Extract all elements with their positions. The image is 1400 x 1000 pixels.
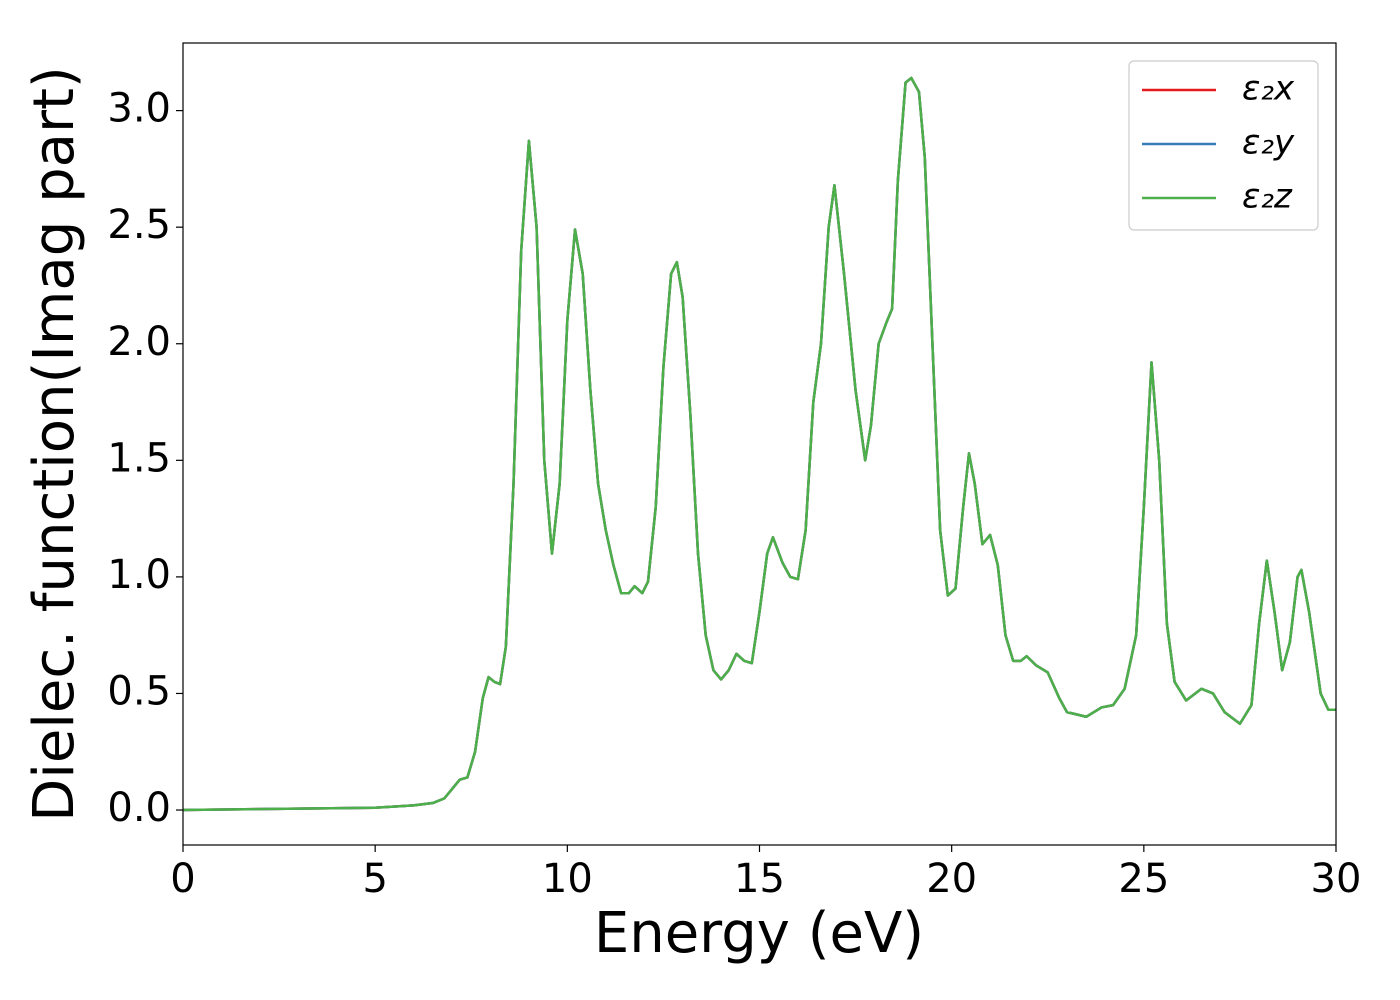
- legend-label: ε₂z: [1242, 177, 1293, 217]
- y-tick-label: 1.5: [107, 435, 171, 481]
- x-tick-label: 5: [362, 856, 387, 902]
- x-axis-label: Energy (eV): [594, 901, 924, 966]
- x-tick-label: 30: [1311, 856, 1362, 902]
- series-line: [182, 76, 1336, 812]
- plot-frame: [182, 42, 1337, 846]
- y-axis-label: Dielec. function(Imag part): [22, 66, 87, 822]
- x-tick-label: 15: [734, 856, 785, 902]
- legend-label: ε₂y: [1242, 123, 1295, 163]
- x-tick-label: 0: [170, 856, 195, 902]
- y-tick-label: 2.5: [107, 202, 171, 248]
- legend-box: [1128, 60, 1319, 231]
- x-tick-label: 20: [926, 856, 977, 902]
- y-tick-label: 3.0: [107, 86, 171, 132]
- y-tick-label: 0.5: [107, 668, 171, 714]
- x-tick-label: 25: [1118, 856, 1169, 902]
- x-tick-label: 10: [542, 856, 593, 902]
- y-tick-label: 1.0: [107, 552, 171, 598]
- y-tick-label: 0.0: [107, 785, 171, 831]
- y-tick-label: 2.0: [107, 319, 171, 365]
- legend-label: ε₂x: [1242, 69, 1295, 109]
